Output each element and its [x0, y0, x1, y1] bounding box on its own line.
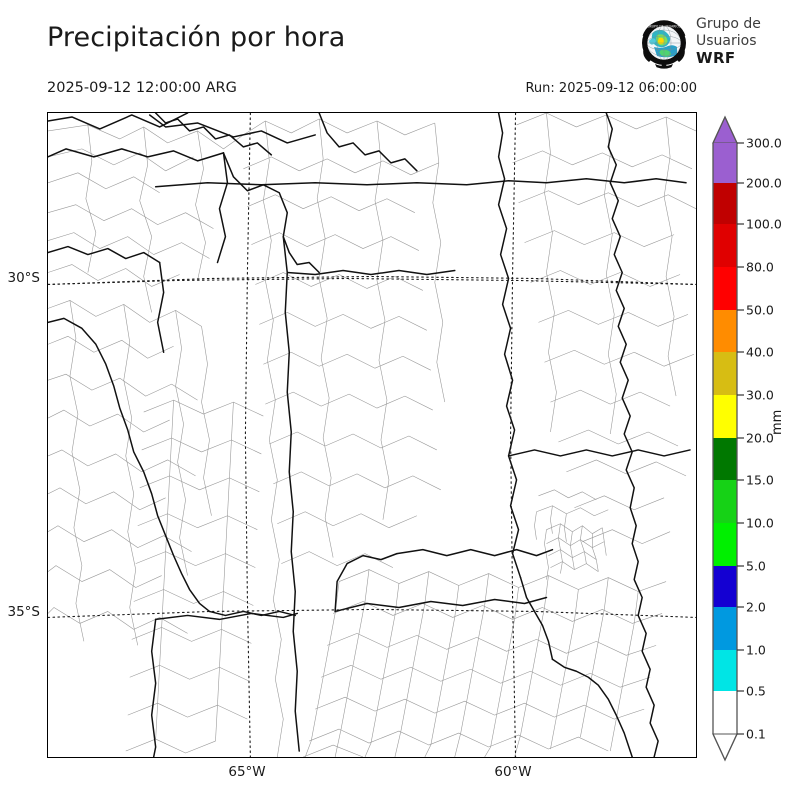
map-vector-layer [48, 113, 696, 757]
cb-tick-20: 20.0 [746, 430, 774, 446]
wrf-user-group-logo: GRUPO DE USUARIOS Grupo de Usuarios WRF [637, 16, 795, 75]
logo-line-2: Usuarios [696, 33, 757, 49]
colorbar-graphic [712, 115, 744, 762]
page-title: Precipitación por hora [47, 22, 346, 53]
gridline-30S [48, 275, 696, 286]
cb-band-80-100 [713, 224, 737, 267]
cb-tick-0.1: 0.1 [746, 726, 766, 742]
cb-tick-100: 100.0 [746, 216, 782, 232]
graticule-lines [48, 113, 696, 757]
department-boundaries [48, 113, 696, 757]
globe-emblem-icon: GRUPO DE USUARIOS [642, 20, 686, 69]
buenos-aires-partidos [303, 489, 667, 757]
lat-label-30S: 30°S [7, 270, 41, 286]
gridline-35S [48, 608, 696, 618]
cb-band-2-5 [713, 566, 737, 607]
run-time-label: Run: 2025-09-12 06:00:00 [525, 81, 697, 96]
logo-line-3: WRF [696, 49, 736, 67]
cb-tick-10: 10.0 [746, 515, 774, 531]
map-canvas[interactable] [47, 112, 697, 758]
cb-tick-0.5: 0.5 [746, 683, 766, 699]
cb-band-30-40 [713, 352, 737, 395]
cb-tick-30: 30.0 [746, 387, 774, 403]
cb-tick-80: 80.0 [746, 259, 774, 275]
valid-time-label: 2025-09-12 12:00:00 ARG [47, 80, 237, 96]
cb-tick-300: 300.0 [746, 135, 782, 151]
colorbar-ticks [737, 142, 744, 735]
logo-line-1: Grupo de [696, 16, 761, 32]
cb-tick-5: 5.0 [746, 558, 766, 574]
cb-band-1-2 [713, 607, 737, 650]
lon-label-65W: 65°W [228, 764, 266, 780]
colorbar-under-arrow [712, 733, 738, 762]
cb-tick-40: 40.0 [746, 344, 774, 360]
province-borders [48, 113, 691, 757]
svg-text:GRUPO DE USUARIOS: GRUPO DE USUARIOS [647, 25, 681, 29]
cb-band-40-50 [713, 310, 737, 352]
cb-band-50-80 [713, 267, 737, 310]
cb-tick-1: 1.0 [746, 642, 766, 658]
cb-band-0.5-1 [713, 650, 737, 691]
cb-tick-50: 50.0 [746, 302, 774, 318]
cb-tick-2: 2.0 [746, 599, 766, 615]
cb-band-5-10 [713, 523, 737, 566]
cb-tick-15: 15.0 [746, 472, 774, 488]
cb-band-0.1-0.5 [713, 691, 737, 734]
lon-label-60W: 60°W [494, 764, 532, 780]
cb-band-20-30 [713, 395, 737, 438]
lat-label-35S: 35°S [7, 604, 41, 620]
cb-band-10-15 [713, 480, 737, 523]
colorbar-over-arrow [712, 115, 738, 144]
cb-band-15-20 [713, 438, 737, 480]
logo-text-block: Grupo de Usuarios WRF [696, 16, 761, 67]
colorbar[interactable]: 300.0 200.0 100.0 80.0 50.0 40.0 30.0 20… [706, 112, 796, 762]
gridline-65W [244, 113, 251, 757]
cb-band-200-300 [713, 143, 737, 183]
colorbar-unit-label: mm [770, 409, 785, 435]
cb-band-100-200 [713, 183, 737, 224]
cb-tick-200: 200.0 [746, 175, 782, 191]
